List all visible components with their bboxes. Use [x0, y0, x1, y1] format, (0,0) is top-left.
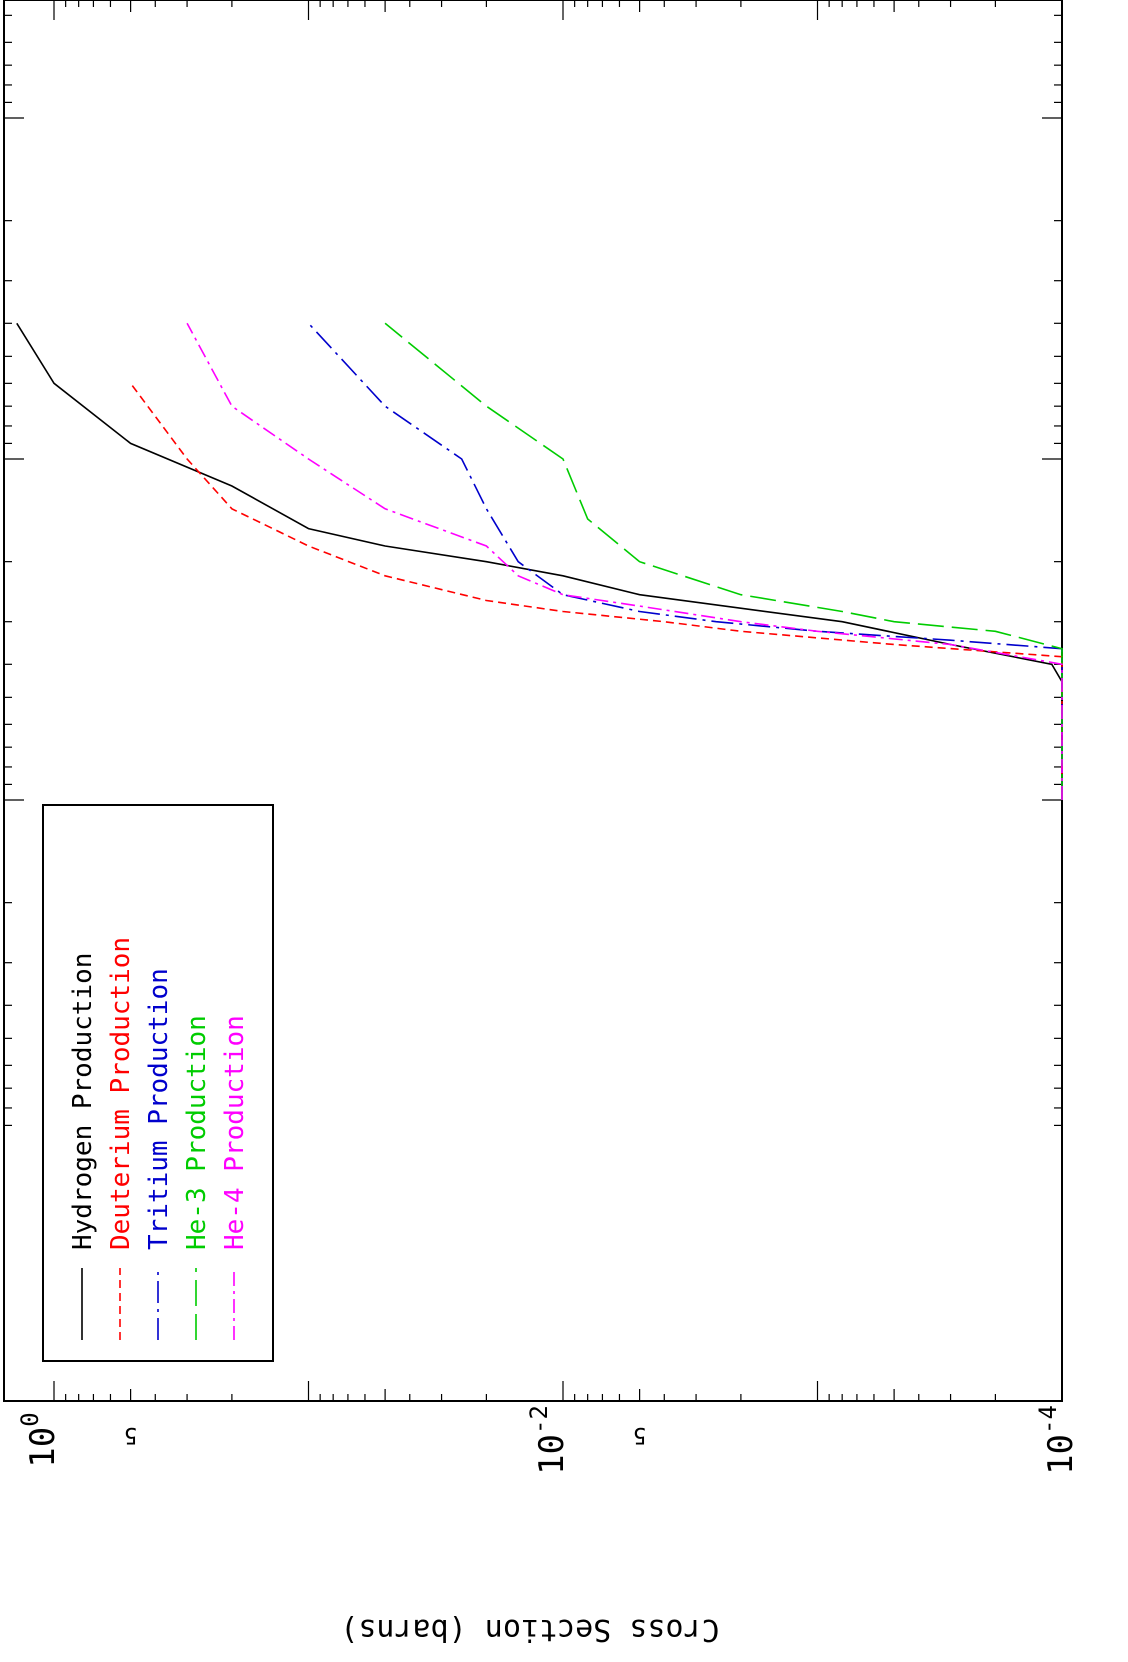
y-tick-label-exponent: -4: [1034, 1405, 1062, 1434]
y-tick-label-exponent: -2: [525, 1405, 553, 1434]
y-minor-tick-label: 5: [124, 1422, 137, 1447]
series-layer: [16, 322, 1063, 800]
y-minor-tick-label: 5: [633, 1422, 646, 1447]
legend-label: He-3 Production: [182, 1015, 212, 1250]
y-tick-label-base: 10: [1041, 1434, 1081, 1475]
x-axis-ticks: [4, 14, 1062, 1126]
legend-label: He-4 Production: [220, 1015, 250, 1250]
legend-label: Hydrogen Production: [68, 953, 98, 1250]
svg-text:10-4: 10-4: [1034, 1405, 1081, 1475]
y-axis-title: Cross Section (barns): [340, 1612, 719, 1647]
legend-label: Tritium Production: [144, 968, 174, 1250]
legend: Hydrogen Production Deuterium Production T…: [42, 804, 274, 1362]
series-line-tritium-production: [307, 322, 1063, 800]
y-tick-label-exponent: 0: [16, 1412, 44, 1426]
y-tick-label-base: 10: [532, 1434, 572, 1475]
y-tick-label-base: 10: [23, 1427, 63, 1468]
y-tick-label: 10-2: [525, 1405, 572, 1475]
y-tick-label: 10-4: [1034, 1405, 1081, 1475]
legend-label: Deuterium Production: [106, 937, 136, 1250]
series-line-deuterium-production: [129, 382, 1063, 800]
plot-area: [3, 0, 1063, 1402]
svg-text:10-2: 10-2: [525, 1405, 572, 1475]
y-axis-ticks: [53, 0, 996, 1401]
series-line-he-4-production: [186, 322, 1063, 800]
y-tick-label: 100: [16, 1412, 63, 1467]
series-line-hydrogen-production: [16, 322, 1063, 800]
svg-text:100: 100: [16, 1412, 63, 1467]
